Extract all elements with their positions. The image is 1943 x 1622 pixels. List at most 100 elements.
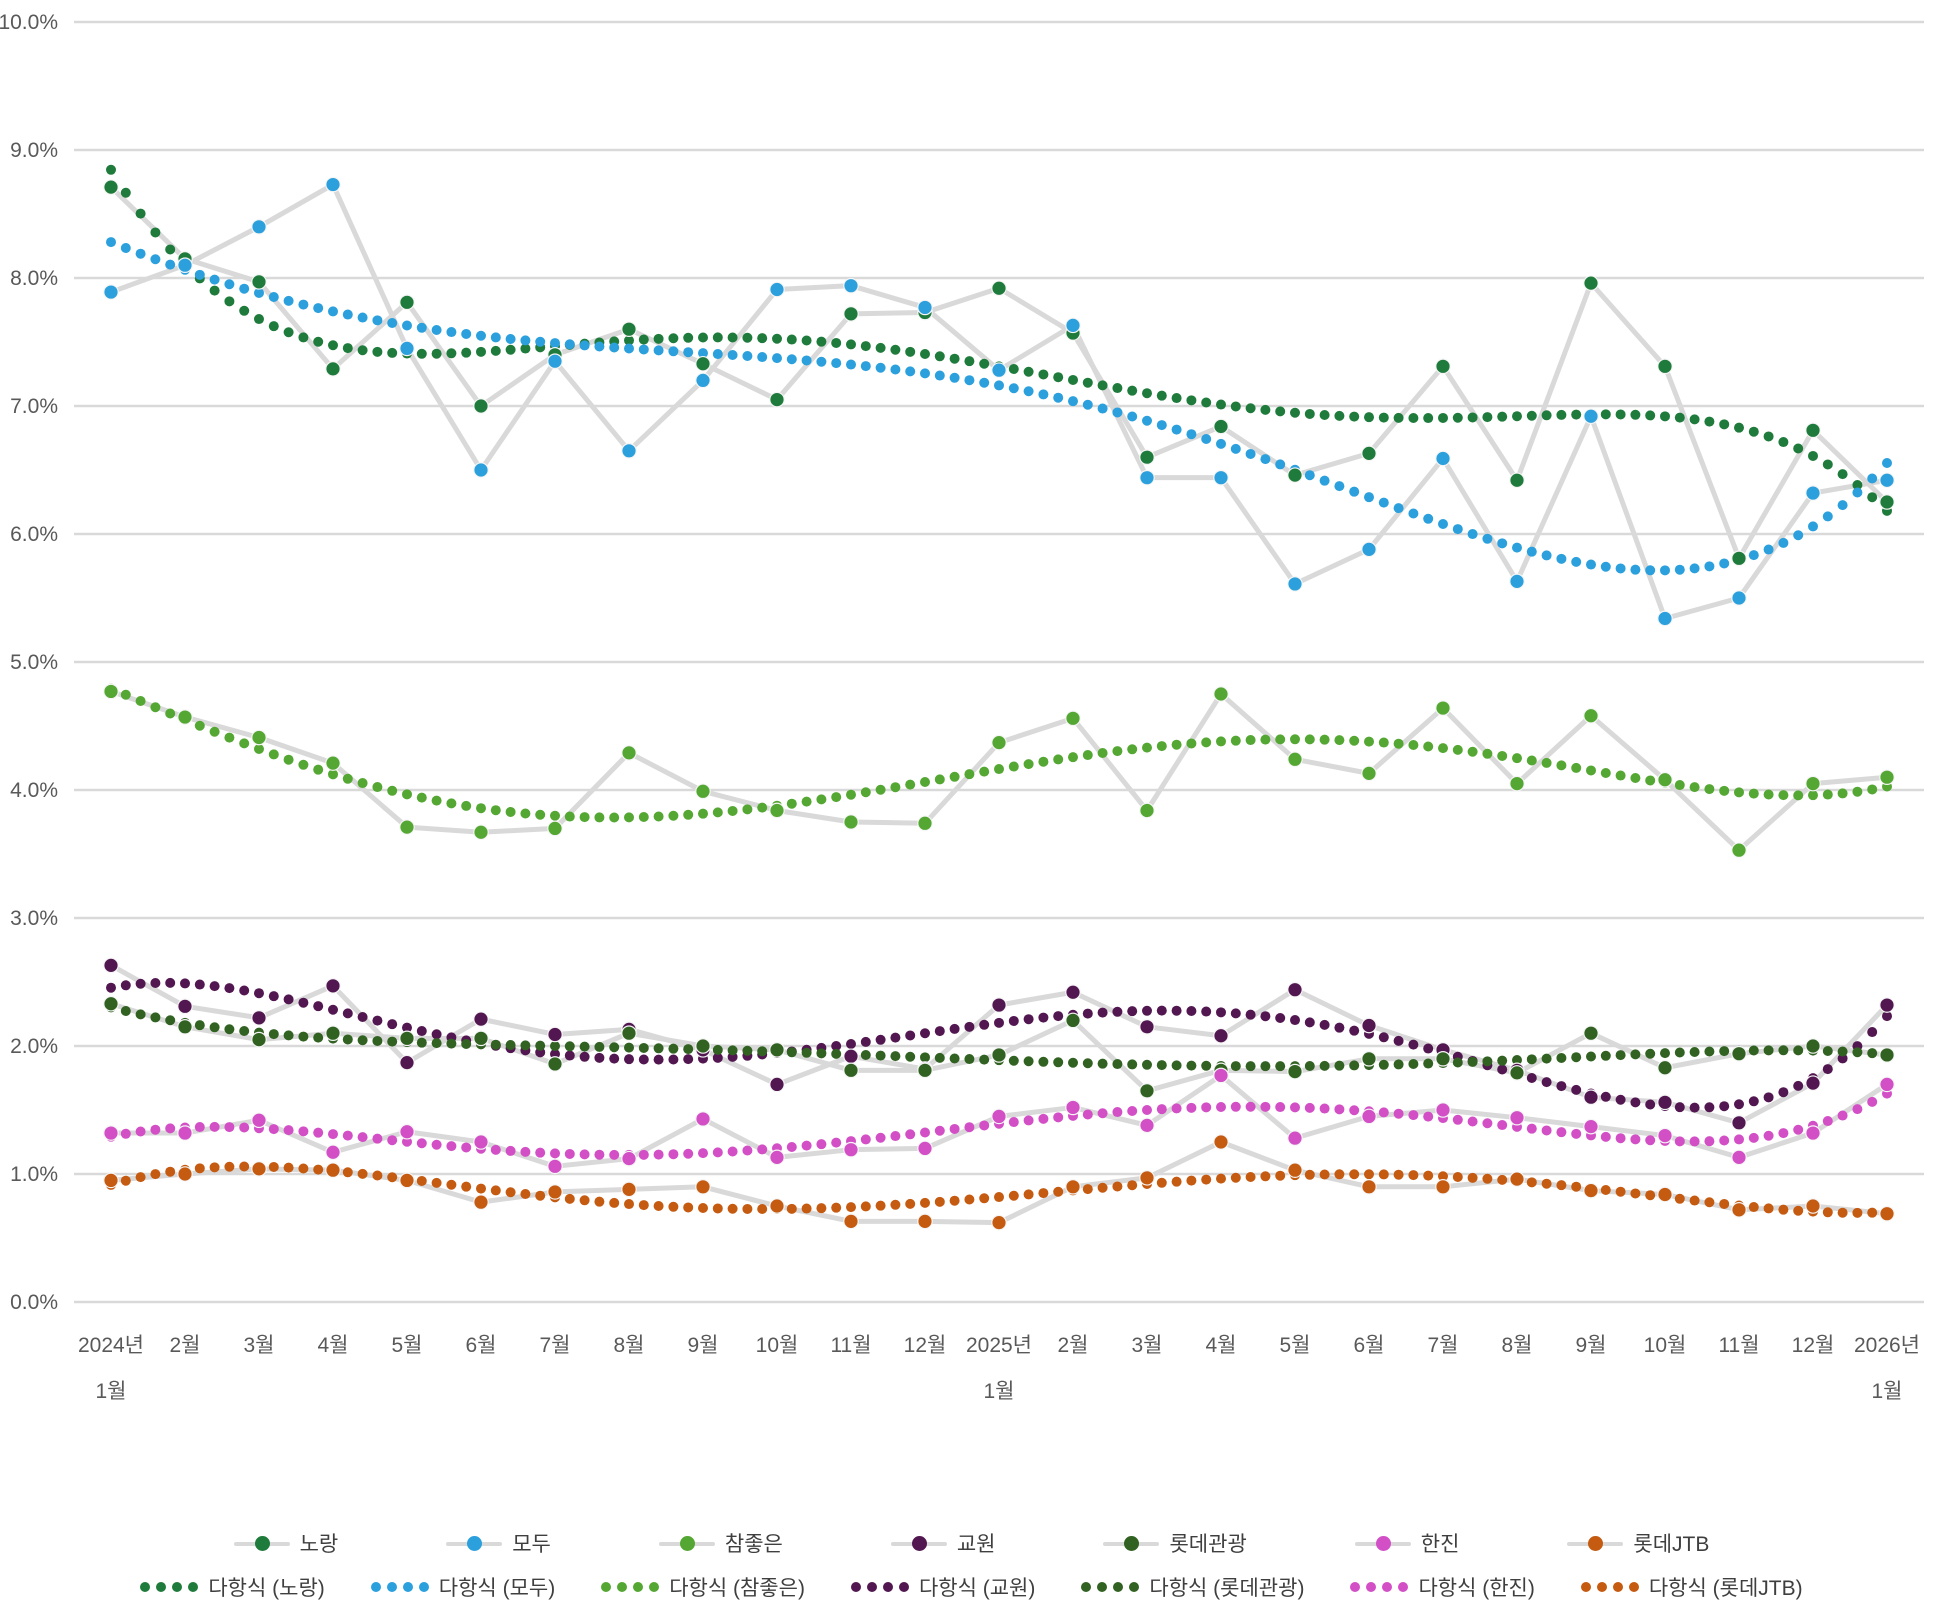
trend-dot (1364, 736, 1374, 747)
legend-item-trend-5: 다항식 (한진) (1350, 1572, 1535, 1602)
legend-item-trend-3: 다항식 (교원) (850, 1572, 1035, 1602)
trend-dot (638, 1200, 649, 1211)
legend-dotted-marker-icon (140, 1582, 199, 1592)
trend-dot (1408, 1110, 1419, 1121)
data-point-marker (1361, 1051, 1377, 1067)
trend-dot (1615, 563, 1626, 574)
trend-dot (1852, 1104, 1863, 1115)
trend-dot (431, 1139, 442, 1150)
trend-dot (1186, 1175, 1197, 1186)
trend-dot (1186, 1102, 1197, 1113)
trend-dot (106, 164, 116, 175)
trend-dot (1008, 1055, 1019, 1066)
trend-dot (1719, 1046, 1730, 1057)
trend-dot (742, 804, 753, 815)
data-point-marker (1805, 485, 1821, 501)
trend-dot (1630, 409, 1641, 420)
trend-dot (949, 1053, 960, 1064)
trend-dot (476, 346, 486, 357)
trend-dot (298, 332, 309, 343)
trend-dot (1245, 448, 1256, 459)
trend-dot (683, 1044, 694, 1055)
trend-dot (979, 1019, 990, 1030)
trend-dot (564, 1041, 575, 1052)
trend-dot (1763, 431, 1774, 442)
trend-dot (150, 227, 161, 238)
trend-dot (1467, 1172, 1478, 1183)
trend-dot (1674, 1102, 1685, 1113)
legend-label: 다항식 (한진) (1418, 1577, 1535, 1600)
trend-dot (1719, 1135, 1730, 1146)
trend-dot (283, 295, 294, 306)
trend-dot (1793, 1124, 1804, 1135)
trend-dot (490, 1039, 501, 1050)
trend-dot (1053, 1057, 1064, 1068)
legend-item-trend-6: 다항식 (롯데JTB) (1580, 1572, 1803, 1602)
trend-dot (934, 370, 945, 381)
trend-dot (1526, 755, 1537, 766)
trend-dot (698, 1203, 708, 1214)
trend-dot (831, 1137, 842, 1148)
x-tick-label: 8월 (614, 1334, 645, 1357)
trend-dot (357, 778, 368, 789)
data-point-marker (1287, 467, 1303, 483)
y-tick-label: 8.0% (10, 267, 58, 290)
legend-label: 노랑 (299, 1533, 339, 1556)
data-point-marker (1509, 1109, 1525, 1126)
trend-dot (1230, 401, 1241, 412)
trend-dot (1497, 1120, 1508, 1131)
trend-dot (1156, 1005, 1167, 1016)
trend-dot (150, 254, 161, 265)
trend-dot (772, 353, 782, 364)
data-point-marker (1139, 449, 1155, 465)
data-point-marker (1731, 1045, 1747, 1062)
trend-dot (342, 343, 353, 354)
trend-dot (1230, 1101, 1241, 1112)
trend-dot (1467, 1116, 1478, 1127)
data-point-marker (1879, 472, 1895, 489)
trend-dot (727, 1203, 738, 1214)
trend-dot (1245, 403, 1256, 414)
series-3-markers (103, 957, 1895, 1131)
legend-label: 다항식 (모두) (438, 1577, 556, 1600)
data-point-marker (843, 277, 859, 294)
trend-dot (1719, 785, 1730, 796)
trend-dot (298, 997, 309, 1008)
data-point-marker (1287, 981, 1303, 998)
trend-dot (1615, 1094, 1626, 1105)
trend-dot (1378, 1059, 1389, 1070)
trend-dot (1645, 1099, 1656, 1110)
trend-dot (1275, 459, 1286, 470)
trend-dot (890, 1199, 901, 1210)
trend-dot (1837, 500, 1848, 511)
trend-dot (135, 208, 146, 219)
trend-dot (1793, 1205, 1804, 1216)
trend-dot (1704, 784, 1715, 795)
trend-dot (964, 1021, 975, 1032)
trend-dot (831, 1202, 842, 1213)
trend-dot (446, 327, 457, 338)
trend-dot (1216, 438, 1226, 449)
trend-dot (638, 344, 649, 355)
data-point-marker (843, 814, 859, 830)
trend-dot (209, 726, 220, 737)
trend-dot (1763, 544, 1774, 555)
trend-dot (1778, 790, 1789, 801)
trend-dot (1556, 1052, 1567, 1063)
legend-label: 교원 (956, 1533, 996, 1556)
trend-dot (1393, 503, 1404, 514)
data-point-marker (547, 1026, 563, 1043)
trend-dot (1038, 369, 1049, 380)
legend-item-series-4: 롯데관광 (1103, 1528, 1247, 1558)
trend-dot (964, 769, 975, 780)
trend-dot (1245, 1101, 1256, 1112)
data-point-marker (1213, 686, 1229, 702)
trend-dot (357, 312, 368, 323)
data-point-marker (1065, 1099, 1081, 1116)
trend-dot (1201, 1006, 1212, 1017)
legend-item-trend-1: 다항식 (모두) (370, 1572, 556, 1602)
trend-dot (1142, 388, 1152, 399)
trend-dot (1364, 492, 1374, 503)
trend-dot (1689, 1136, 1700, 1147)
trend-dot (1423, 413, 1434, 424)
